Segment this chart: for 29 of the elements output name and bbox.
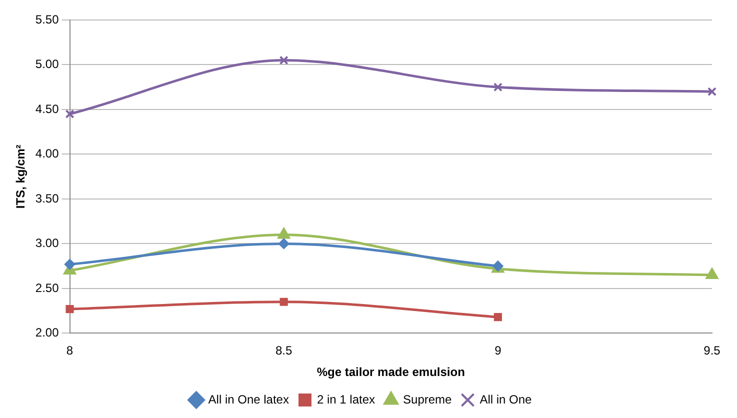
y-tick-label: 4.00	[35, 146, 60, 161]
x-axis-title: %ge tailor made emulsion	[316, 365, 465, 380]
point	[707, 87, 717, 96]
point	[494, 313, 502, 322]
point	[277, 227, 290, 239]
legend-label: 2 in 1 latex	[316, 392, 376, 406]
point	[278, 238, 290, 250]
legend-label: Supreme	[403, 392, 452, 406]
y-tick-label: 5.50	[35, 12, 60, 26]
point	[280, 298, 288, 306]
y-axis-title: ITS, kg/cm²	[14, 144, 28, 209]
y-tick-label: 3.00	[35, 236, 60, 250]
point	[493, 82, 502, 92]
legend-label: All in One latex	[208, 392, 289, 406]
y-tick-label: 2.50	[35, 280, 60, 295]
point	[279, 56, 288, 65]
x-tick-label: 9	[494, 344, 502, 358]
point	[65, 109, 74, 118]
legend-label: All in One	[480, 392, 532, 406]
y-tick-label: 4.50	[35, 102, 60, 116]
y-tick-label: 5.00	[35, 57, 60, 72]
x-tick-label: 8.5	[275, 344, 292, 358]
y-tick-label: 3.50	[35, 191, 60, 206]
x-tick-label: 9.5	[704, 344, 721, 358]
x-tick-label: 8	[66, 344, 74, 358]
point	[705, 268, 719, 280]
point	[64, 258, 76, 270]
point	[66, 305, 74, 314]
y-tick-label: 2.00	[35, 326, 60, 340]
